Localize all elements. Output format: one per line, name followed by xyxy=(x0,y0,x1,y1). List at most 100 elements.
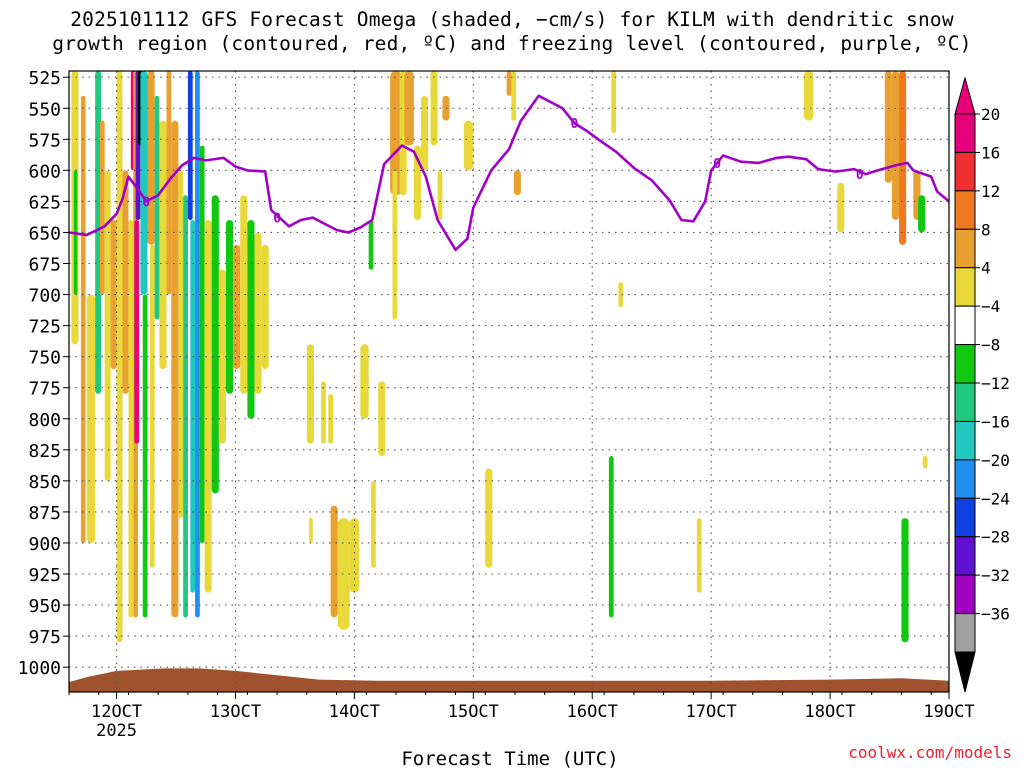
omega-patch xyxy=(922,456,928,469)
colorbar-label: −28 xyxy=(981,528,1010,547)
chart-title: 2025101112 GFS Forecast Omega (shaded, −… xyxy=(0,8,1024,56)
x-tick-label: 19OCT xyxy=(923,702,974,722)
omega-patch xyxy=(187,71,193,221)
omega-patch xyxy=(99,120,105,295)
colorbar-legend: 20 16 12 8 4 −4 −8 −12 −16 −20 −24 −28 −32 −36 xyxy=(954,76,1010,693)
omega-patch xyxy=(306,344,314,444)
y-axis: 525 550 575 600 625 650 675 700 725 750 775 800 825 8… xyxy=(18,68,69,679)
colorbar-min-arrow xyxy=(954,651,976,693)
colorbar-label: 4 xyxy=(981,259,991,278)
omega-patch xyxy=(837,182,845,233)
omega-patch xyxy=(901,518,909,643)
omega-patch xyxy=(328,393,333,444)
freezing-level-line xyxy=(69,94,949,252)
omega-patch xyxy=(211,195,219,494)
freezing-level-label: 0 xyxy=(142,195,150,210)
colorbar-label: −32 xyxy=(981,566,1010,585)
omega-patch xyxy=(1001,295,1008,432)
x-axis-label: Forecast Time (UTC) xyxy=(401,748,618,768)
y-tick-label: 850 xyxy=(28,472,61,493)
omega-patch xyxy=(506,71,512,96)
y-tick-label: 550 xyxy=(28,99,61,120)
omega-patch xyxy=(95,71,102,394)
omega-patch xyxy=(247,220,255,419)
omega-patch xyxy=(437,170,443,221)
omega-patch xyxy=(330,505,338,618)
plot-border xyxy=(68,70,950,693)
omega-patch xyxy=(134,220,140,444)
colorbar-label: −8 xyxy=(981,336,1000,355)
omega-patch xyxy=(154,95,160,320)
colorbar-label: −20 xyxy=(981,451,1010,470)
omega-patch xyxy=(149,244,155,568)
x-axis: 12OCT 13OCT 14OCT 15OCT 16OCT 17OCT 18OCT 19OCT… xyxy=(68,692,975,741)
y-tick-label: 725 xyxy=(28,317,61,338)
colorbar-swatch xyxy=(954,267,976,307)
omega-patch xyxy=(142,294,148,618)
y-tick-label: 750 xyxy=(28,348,61,369)
omega-patch xyxy=(195,71,200,618)
colorbar-label: −12 xyxy=(981,374,1010,393)
omega-patch xyxy=(485,468,493,568)
omega-patch xyxy=(404,71,414,146)
omega-patch xyxy=(233,244,241,370)
y-tick-label: 675 xyxy=(28,255,61,276)
colorbar-label: −4 xyxy=(981,297,1000,316)
omega-patch xyxy=(171,120,179,618)
omega-patch xyxy=(803,71,814,121)
x-tick-label: 17OCT xyxy=(686,702,737,722)
omega-patch xyxy=(608,456,614,618)
colorbar-swatch xyxy=(954,113,976,153)
colorbar-label: 20 xyxy=(981,105,1000,124)
colorbar-swatch xyxy=(954,305,976,346)
y-tick-label: 625 xyxy=(28,192,61,213)
omega-patch xyxy=(261,244,269,370)
y-tick-label: 650 xyxy=(28,223,61,244)
colorbar-label: −16 xyxy=(981,412,1010,431)
y-tick-label: 525 xyxy=(28,68,61,89)
x-tick-label: 12OCT xyxy=(91,702,142,722)
colorbar-label: 8 xyxy=(981,220,991,239)
freezing-level-label: 0 xyxy=(713,157,721,172)
omega-patch xyxy=(891,71,900,221)
terrain-area xyxy=(69,668,949,692)
omega-patch xyxy=(618,282,624,307)
omega-patch xyxy=(309,518,313,543)
y-tick-label: 900 xyxy=(28,534,61,555)
omega-patch xyxy=(183,195,188,618)
omega-patch xyxy=(204,220,212,593)
x-tick-label: 18OCT xyxy=(804,702,855,722)
colorbar-swatch xyxy=(954,190,976,230)
colorbar-swatch xyxy=(954,574,976,615)
omega-patch xyxy=(128,220,134,618)
omega-patch xyxy=(884,71,892,183)
omega-patch xyxy=(110,220,117,370)
omega-patch xyxy=(696,518,702,593)
y-tick-label: 800 xyxy=(28,410,61,431)
omega-patch xyxy=(511,71,517,121)
colorbar-swatch xyxy=(954,151,976,192)
x-tick-label: 13OCT xyxy=(210,702,261,722)
y-tick-label: 825 xyxy=(28,441,61,462)
y-tick-label: 975 xyxy=(28,627,61,648)
omega-patch xyxy=(392,170,398,320)
colorbar-swatch xyxy=(954,536,976,576)
omega-patch xyxy=(86,294,96,543)
omega-patch xyxy=(368,220,374,270)
omega-patch xyxy=(178,170,184,519)
chart-title-line1: 2025101112 GFS Forecast Omega (shaded, −… xyxy=(70,8,954,31)
colorbar-max-arrow xyxy=(954,76,976,115)
freezing-level-label: 0 xyxy=(570,117,578,132)
omega-patch xyxy=(140,71,148,295)
omega-patch xyxy=(122,170,129,394)
terrain-ground xyxy=(69,668,949,692)
omega-patch xyxy=(116,71,123,643)
omega-patch xyxy=(463,120,474,171)
omega-patch xyxy=(190,220,196,593)
colorbar-swatch xyxy=(954,613,976,653)
omega-patch xyxy=(240,195,248,394)
omega-patch xyxy=(1008,71,1014,121)
colorbar-label: 12 xyxy=(981,182,1000,201)
y-tick-label: 1000 xyxy=(18,658,61,679)
